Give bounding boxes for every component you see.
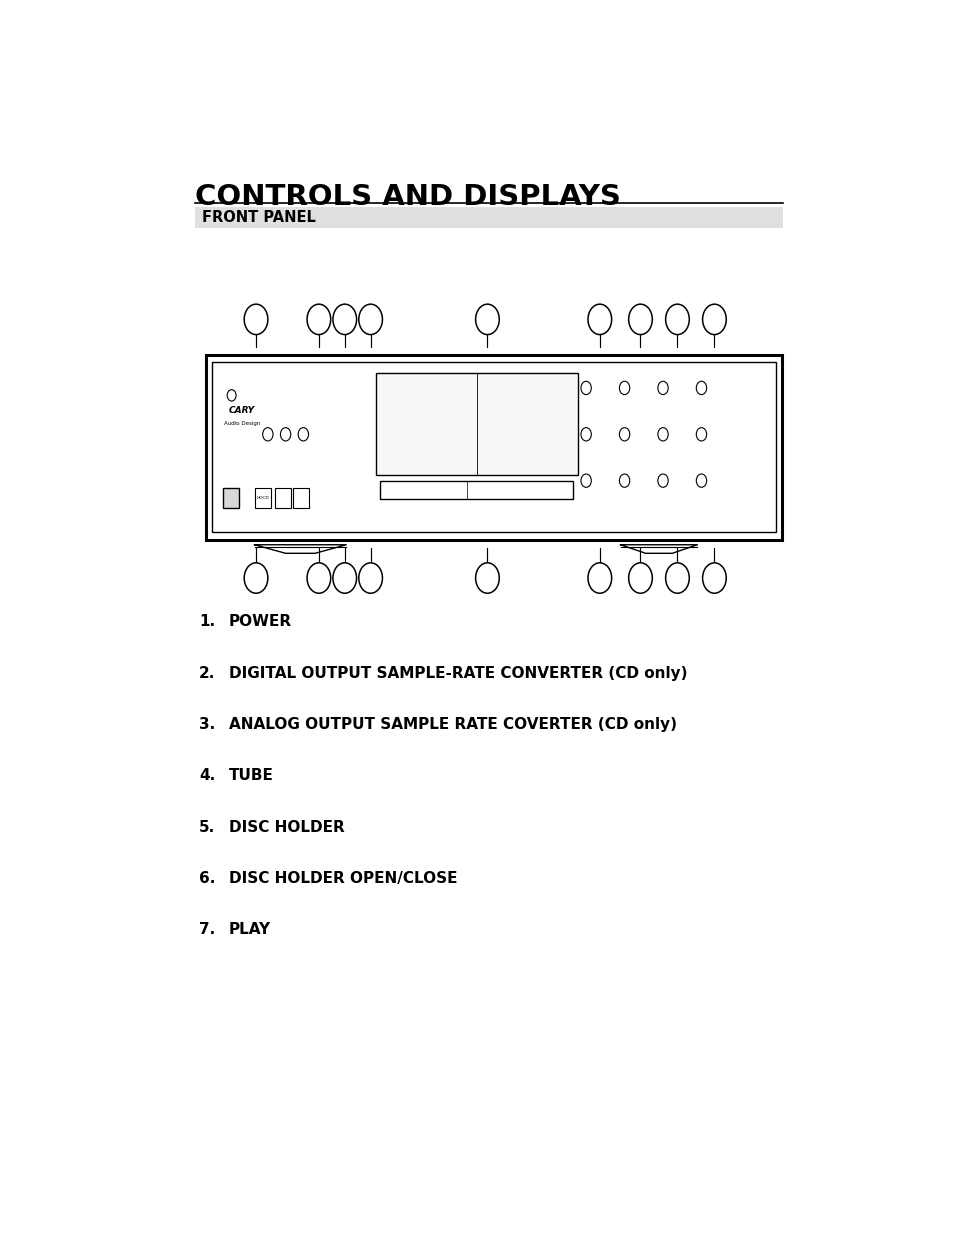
Circle shape <box>658 382 667 395</box>
Circle shape <box>580 474 591 488</box>
Circle shape <box>298 427 308 441</box>
Circle shape <box>658 427 667 441</box>
Circle shape <box>333 563 356 593</box>
Circle shape <box>696 474 706 488</box>
Bar <box>380 480 573 499</box>
Text: FRONT PANEL: FRONT PANEL <box>202 210 315 225</box>
Bar <box>194 207 782 228</box>
Text: PLAY: PLAY <box>229 923 271 937</box>
Circle shape <box>358 304 382 335</box>
Circle shape <box>244 563 268 593</box>
Text: 5.: 5. <box>199 820 215 835</box>
Bar <box>213 362 775 532</box>
Circle shape <box>701 304 725 335</box>
Bar <box>206 354 781 540</box>
Circle shape <box>618 382 629 395</box>
Bar <box>293 488 309 509</box>
Text: 7.: 7. <box>199 923 215 937</box>
Text: TUBE: TUBE <box>229 768 274 783</box>
Circle shape <box>628 304 652 335</box>
Circle shape <box>696 427 706 441</box>
Text: 3.: 3. <box>199 716 215 732</box>
Bar <box>375 373 577 475</box>
Circle shape <box>665 304 689 335</box>
Circle shape <box>696 382 706 395</box>
Bar <box>274 488 291 509</box>
Text: ANALOG OUTPUT SAMPLE RATE COVERTER (CD only): ANALOG OUTPUT SAMPLE RATE COVERTER (CD o… <box>229 716 676 732</box>
Text: CARY: CARY <box>229 406 254 415</box>
Circle shape <box>580 382 591 395</box>
Circle shape <box>476 304 498 335</box>
Circle shape <box>701 563 725 593</box>
Circle shape <box>358 563 382 593</box>
Bar <box>222 488 239 509</box>
Circle shape <box>262 427 273 441</box>
Circle shape <box>587 304 611 335</box>
Text: CONTROLS AND DISPLAYS: CONTROLS AND DISPLAYS <box>194 183 619 211</box>
Text: HDCD: HDCD <box>256 496 269 500</box>
Text: Audio Design: Audio Design <box>224 421 260 426</box>
Text: DISC HOLDER OPEN/CLOSE: DISC HOLDER OPEN/CLOSE <box>229 871 456 885</box>
Text: 4.: 4. <box>199 768 215 783</box>
Text: 2.: 2. <box>199 666 215 680</box>
Text: DISC HOLDER: DISC HOLDER <box>229 820 344 835</box>
Text: DIGITAL OUTPUT SAMPLE-RATE CONVERTER (CD only): DIGITAL OUTPUT SAMPLE-RATE CONVERTER (CD… <box>229 666 686 680</box>
Circle shape <box>307 563 331 593</box>
Circle shape <box>227 390 235 401</box>
Text: 1.: 1. <box>199 614 215 629</box>
Text: 6.: 6. <box>199 871 215 885</box>
Circle shape <box>618 427 629 441</box>
Circle shape <box>244 304 268 335</box>
Bar <box>254 488 271 509</box>
Circle shape <box>476 563 498 593</box>
Circle shape <box>658 474 667 488</box>
Circle shape <box>580 427 591 441</box>
Circle shape <box>665 563 689 593</box>
Circle shape <box>628 563 652 593</box>
Circle shape <box>307 304 331 335</box>
Circle shape <box>333 304 356 335</box>
Circle shape <box>618 474 629 488</box>
Circle shape <box>587 563 611 593</box>
Circle shape <box>280 427 291 441</box>
Text: POWER: POWER <box>229 614 292 629</box>
